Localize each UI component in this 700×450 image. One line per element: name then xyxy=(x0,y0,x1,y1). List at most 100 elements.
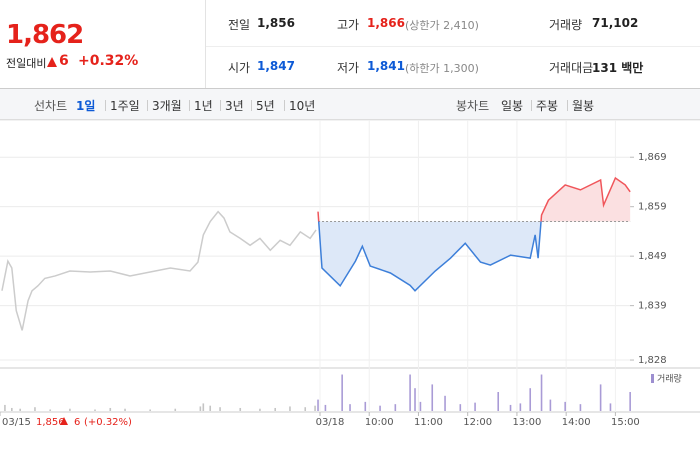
x-tick-label: 03/18 xyxy=(316,417,345,428)
volume-bar xyxy=(379,405,381,411)
x-tick-label: 12:00 xyxy=(463,417,492,428)
tab[interactable]: 주봉 xyxy=(536,99,559,113)
x-tick-label: 13:00 xyxy=(513,417,542,428)
volume-bar xyxy=(4,404,6,411)
volume-bar xyxy=(540,374,543,411)
stat-label: 시가 xyxy=(228,61,251,75)
footer-text: 1,856 xyxy=(36,417,65,428)
tab-separator xyxy=(189,100,190,111)
tab[interactable]: 1일 xyxy=(76,99,96,113)
volume-bar xyxy=(289,406,291,411)
volume-bar xyxy=(124,408,126,411)
y-tick-label: 1,859 xyxy=(638,202,667,213)
area-up xyxy=(318,177,631,222)
change-label: 전일대비 xyxy=(6,57,47,70)
stat-label: 저가 xyxy=(337,61,360,75)
footer-text: (+0.32%) xyxy=(84,417,132,428)
volume-bar xyxy=(459,404,462,411)
tab[interactable]: 5년 xyxy=(256,99,275,113)
legend-label: 거래량 xyxy=(657,373,682,385)
stat-value: 1,841 xyxy=(367,59,405,73)
volume-bar xyxy=(431,384,434,411)
tab-separator xyxy=(251,100,252,111)
tab[interactable]: 1주일 xyxy=(110,99,140,113)
tab[interactable]: 3개월 xyxy=(152,99,182,113)
tab[interactable]: 1년 xyxy=(194,99,213,113)
price-line xyxy=(1,210,317,331)
volume-bar xyxy=(497,392,500,411)
tab-separator xyxy=(567,100,568,111)
tab[interactable]: 월봉 xyxy=(572,99,595,113)
footer-text: 6 xyxy=(74,417,80,428)
stat-value: 1,847 xyxy=(257,59,295,73)
price: 1,862 xyxy=(6,20,84,50)
y-tick-label: 1,828 xyxy=(638,355,667,366)
tab-separator xyxy=(147,100,148,111)
up-arrow xyxy=(47,57,57,67)
volume-bar xyxy=(174,408,177,411)
volume-bar xyxy=(549,399,552,411)
volume-bar xyxy=(19,408,21,411)
volume-bar xyxy=(364,401,367,411)
x-tick-label: 15:00 xyxy=(611,417,640,428)
stat-note: (상한가 2,410) xyxy=(405,19,479,32)
volume-bar xyxy=(149,409,151,411)
x-tick-label: 14:00 xyxy=(562,417,591,428)
stat-value: 71,102 xyxy=(592,16,639,30)
y-tick-label: 1,869 xyxy=(638,152,667,163)
tab-separator xyxy=(105,100,106,111)
volume-bar xyxy=(599,384,602,411)
y-tick-label: 1,839 xyxy=(638,301,667,312)
volume-bar xyxy=(304,407,307,411)
volume-bar xyxy=(199,406,202,411)
chart: 1,869 1,859 1,849 1,839 1,828 03/15 03/18 10:00… xyxy=(0,120,700,428)
tab-label: 봉차트 xyxy=(456,99,490,113)
header xyxy=(0,0,700,89)
volume-bar xyxy=(629,392,631,411)
volume-bar xyxy=(409,374,411,411)
tab[interactable]: 일봉 xyxy=(501,99,524,113)
volume-bar xyxy=(259,408,261,411)
stat-value: 1,866 xyxy=(367,16,405,30)
tab-bar xyxy=(0,89,700,120)
tab[interactable]: 3년 xyxy=(225,99,244,113)
tab-separator xyxy=(284,100,285,111)
tab-separator xyxy=(220,100,221,111)
change-pct: +0.32% xyxy=(78,53,139,69)
up-arrow xyxy=(60,417,68,425)
divider xyxy=(205,0,206,88)
volume-bar xyxy=(341,374,343,411)
volume-bar xyxy=(394,404,397,411)
x-tick-label: 10:00 xyxy=(365,417,394,428)
volume-bar xyxy=(109,407,112,411)
tab-separator xyxy=(531,100,532,111)
volume-bar xyxy=(419,401,422,411)
volume-bar xyxy=(239,407,242,411)
stat-note: (하한가 1,300) xyxy=(405,62,479,75)
volume-bar xyxy=(274,407,276,411)
volume-bar xyxy=(609,403,612,411)
volume-bar xyxy=(34,407,36,411)
volume-bar xyxy=(69,408,71,411)
volume-bar xyxy=(509,404,512,411)
volume-bar xyxy=(324,404,327,411)
volume-bar xyxy=(529,388,532,411)
area-down xyxy=(318,221,631,291)
volume-bar xyxy=(202,403,205,411)
change: 6 xyxy=(59,53,69,69)
price-line-down xyxy=(317,221,542,292)
tab[interactable]: 10년 xyxy=(289,99,316,113)
divider xyxy=(206,46,700,47)
x-tick-label: 03/15 xyxy=(2,417,31,428)
volume-bar xyxy=(519,403,522,411)
volume-bar xyxy=(474,402,476,411)
volume-bar xyxy=(414,388,416,411)
stat-label: 고가 xyxy=(337,18,360,32)
volume-bar xyxy=(314,405,316,411)
volume-bar xyxy=(444,395,446,411)
volume-bar xyxy=(219,407,221,411)
volume-bar xyxy=(94,409,96,411)
volume-bar xyxy=(564,401,566,411)
stat-value: 1,856 xyxy=(257,16,295,30)
